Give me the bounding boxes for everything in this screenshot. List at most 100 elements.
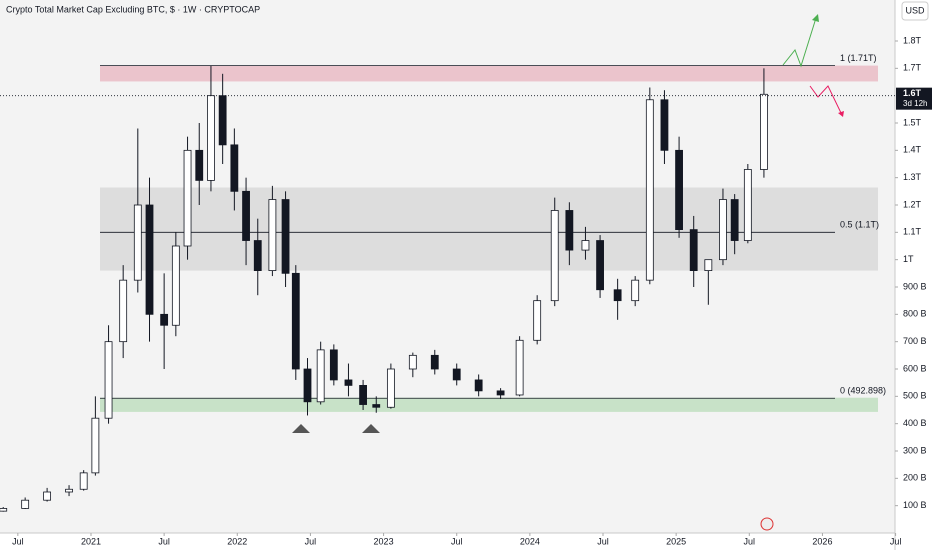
candle-body <box>565 210 574 251</box>
level-label: 1 (1.71T) <box>840 53 877 63</box>
level-label: 0 (492.898) <box>840 386 886 396</box>
y-tick-label: 800 B <box>903 309 927 319</box>
chart-title: Crypto Total Market Cap Excluding BTC, $… <box>6 4 260 14</box>
layers: 1 (1.71T) 0.5 (1.1T) 0 (492.898) Jul 2021 Jul… <box>0 35 927 546</box>
candle-body <box>386 368 395 408</box>
candle-body <box>730 199 739 241</box>
x-tick-label: Jul <box>890 536 902 546</box>
y-tick-label: 1.1T <box>903 227 922 237</box>
candle-body <box>207 95 215 181</box>
candle-body <box>104 341 113 419</box>
x-tick-label: 2025 <box>666 536 686 546</box>
y-tick-label: 900 B <box>903 281 927 291</box>
y-tick-label: 1.3T <box>903 172 922 182</box>
candle-body <box>372 404 381 408</box>
x-tick-label: Jul <box>744 536 756 546</box>
x-tick-label: Jul <box>305 536 317 546</box>
candle-body <box>253 240 262 272</box>
marker <box>362 424 380 433</box>
y-tick-label: 700 B <box>903 336 927 346</box>
y-tick-label: 200 B <box>903 473 927 483</box>
candle-body <box>645 99 654 281</box>
candle-body <box>719 199 727 261</box>
price-label: 1.6T <box>903 88 922 98</box>
candle-body <box>515 339 524 396</box>
candle-body <box>119 279 128 343</box>
candle-body <box>344 379 353 386</box>
candle-body <box>43 491 52 501</box>
arrowhead <box>838 111 844 117</box>
candle-body <box>291 272 300 370</box>
y-tick-label: 1.4T <box>903 145 922 155</box>
zone <box>100 187 878 271</box>
currency-box <box>901 1 929 21</box>
level-label: 0.5 (1.1T) <box>840 220 879 230</box>
candle-body <box>268 199 277 272</box>
candle-body <box>581 240 590 251</box>
x-tick-label: Jul <box>451 536 463 546</box>
candle-body <box>65 488 73 493</box>
x-tick-label: 2021 <box>81 536 101 546</box>
arrowhead <box>812 14 819 22</box>
candle-body <box>171 245 180 326</box>
projection-arrow <box>809 85 843 116</box>
projection-arrow <box>782 17 817 68</box>
y-tick-label: 1.8T <box>903 35 922 45</box>
candle-body <box>474 379 483 392</box>
y-tick-label: 300 B <box>903 445 927 455</box>
y-tick-label: 400 B <box>903 418 927 428</box>
zone <box>100 397 878 412</box>
y-tick-label: 100 B <box>903 500 927 510</box>
x-tick-label: Jul <box>12 536 24 546</box>
y-tick-label: 600 B <box>903 363 927 373</box>
y-tick-label: 500 B <box>903 391 927 401</box>
candle-body <box>359 384 367 405</box>
candle-body <box>183 149 192 247</box>
zone <box>100 65 878 82</box>
candle-body <box>0 507 8 512</box>
x-tick-label: Jul <box>597 536 609 546</box>
y-tick-label: 1T <box>903 254 914 264</box>
countdown: 3d 12h <box>903 99 927 108</box>
candle-body <box>281 199 290 274</box>
x-tick-label: 2022 <box>227 536 247 546</box>
candle-body <box>550 210 559 302</box>
candle-body <box>533 300 542 341</box>
y-tick-label: 1.7T <box>903 63 922 73</box>
x-tick-label: Jul <box>158 536 170 546</box>
candle-body <box>218 95 227 146</box>
candle-body <box>743 169 752 241</box>
candle-body <box>452 368 461 381</box>
candle-body <box>195 149 204 181</box>
candle-body <box>242 190 250 241</box>
candle-body <box>230 144 239 192</box>
marker <box>292 424 310 433</box>
candle-body <box>79 472 88 490</box>
candle-body <box>316 349 325 403</box>
x-tick-label: 2023 <box>374 536 394 546</box>
candle-body <box>303 368 312 403</box>
candle-body <box>675 149 683 230</box>
currency: USD <box>905 5 925 15</box>
candle-body <box>596 240 604 291</box>
price-box <box>896 87 932 110</box>
candle-body <box>760 93 768 170</box>
candle-body <box>160 313 169 326</box>
candle-body <box>430 354 439 370</box>
x-tick-label: 2024 <box>520 536 540 546</box>
candle-body <box>689 229 698 272</box>
candle-body <box>660 99 669 151</box>
x-tick-label: 2026 <box>812 536 832 546</box>
candle-body <box>91 417 100 474</box>
candle-body <box>496 390 505 396</box>
candle-body <box>21 499 30 509</box>
y-tick-label: 1.5T <box>903 117 922 127</box>
candle-body <box>329 349 338 381</box>
candle-body <box>704 259 713 271</box>
y-tick-label: 1.2T <box>903 199 922 209</box>
candle-body <box>408 354 417 370</box>
candle-body <box>613 289 622 302</box>
candle-body <box>631 279 640 302</box>
event-icon <box>760 517 774 531</box>
